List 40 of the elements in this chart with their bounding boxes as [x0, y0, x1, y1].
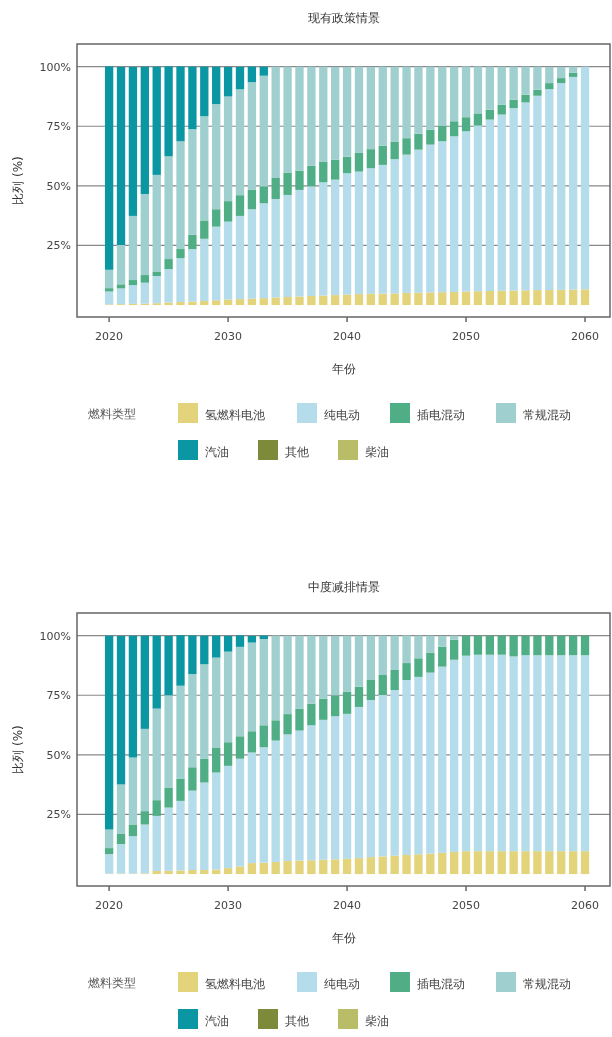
x-tick-label: 2020	[95, 899, 124, 912]
x-tick-label: 2040	[333, 899, 362, 912]
chart-title: 中度减排情景	[307, 580, 380, 594]
legend-label: 氢燃料电池	[205, 977, 265, 991]
y-tick-label: 50%	[46, 179, 71, 193]
x-tick-label: 2020	[95, 330, 124, 343]
legend-label: 汽油	[205, 445, 229, 459]
chart-title: 现有政策情景	[307, 11, 380, 25]
legend-label: 常规混动	[523, 977, 571, 991]
legend-label: 其他	[285, 1014, 309, 1028]
legend-label: 其他	[285, 445, 309, 459]
y-tick-label: 75%	[46, 120, 71, 134]
x-tick-label: 2050	[452, 899, 481, 912]
legend-label: 汽油	[205, 1014, 229, 1028]
legend-label: 纯电动	[324, 408, 360, 422]
y-tick-label: 75%	[46, 689, 71, 703]
legend-label: 柴油	[365, 1014, 389, 1028]
x-axis-title: 年份	[331, 931, 356, 945]
x-tick-label: 2060	[571, 330, 600, 343]
legend-title: 燃料类型	[88, 407, 136, 421]
x-tick-label: 2040	[333, 330, 362, 343]
legend-label: 纯电动	[324, 977, 360, 991]
x-tick-label: 2030	[214, 330, 243, 343]
legend-label: 常规混动	[523, 408, 571, 422]
legend-label: 氢燃料电池	[205, 408, 265, 422]
legend-label: 柴油	[365, 445, 389, 459]
legend-label: 插电混动	[417, 408, 465, 422]
y-axis-title: 比列 (%)	[11, 156, 25, 205]
x-axis-title: 年份	[331, 362, 356, 376]
y-tick-label: 50%	[46, 748, 71, 762]
legend-label: 插电混动	[417, 977, 465, 991]
y-tick-label: 100%	[39, 629, 71, 643]
x-tick-label: 2060	[571, 899, 600, 912]
y-axis-title: 比列 (%)	[11, 725, 25, 774]
x-tick-label: 2050	[452, 330, 481, 343]
y-tick-label: 100%	[39, 60, 71, 74]
x-tick-label: 2030	[214, 899, 243, 912]
y-tick-label: 25%	[46, 239, 71, 253]
y-tick-label: 25%	[46, 808, 71, 822]
legend-title: 燃料类型	[88, 976, 136, 990]
